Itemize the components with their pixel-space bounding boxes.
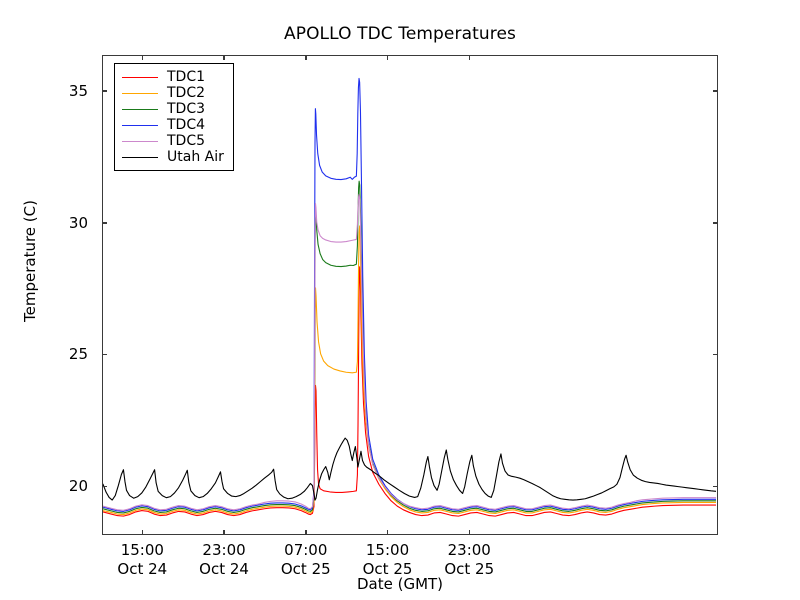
- x-axis-label: Date (GMT): [356, 575, 444, 593]
- x-tick-label-time: 07:00: [284, 541, 328, 559]
- y-tick-mark: [102, 353, 107, 356]
- x-tick-label: 15:00 Oct 24: [82, 541, 202, 579]
- legend-label: TDC4: [167, 117, 206, 133]
- legend-item-tdc5[interactable]: TDC5: [122, 133, 224, 149]
- legend-item-tdc3[interactable]: TDC3: [122, 101, 224, 117]
- x-tick-label: 15:00 Oct 25: [328, 541, 448, 579]
- y-tick-mark-right: [713, 353, 718, 356]
- legend-label: TDC2: [167, 85, 206, 101]
- x-tick-label: 23:00 Oct 25: [409, 541, 529, 579]
- legend-swatch: [122, 76, 158, 78]
- x-tick-mark: [305, 530, 307, 535]
- series-line-utah-air: [103, 437, 716, 501]
- legend-swatch: [122, 156, 158, 158]
- legend-swatch: [122, 108, 158, 110]
- y-tick-label: 20: [68, 477, 88, 496]
- x-tick-mark: [141, 530, 144, 535]
- legend-label: TDC1: [167, 69, 206, 85]
- x-tick-label: 07:00 Oct 25: [246, 541, 366, 579]
- series-line-tdc2: [103, 225, 716, 516]
- legend-label: TDC5: [167, 133, 206, 149]
- chart-title: APOLLO TDC Temperatures: [284, 24, 516, 44]
- x-tick-label-time: 23:00: [447, 541, 491, 559]
- chart-legend: TDC1 TDC2 TDC3 TDC4 TDC5 Utah Air: [114, 63, 234, 171]
- series-line-tdc1: [103, 266, 716, 517]
- x-tick-label-date: Oct 25: [280, 560, 331, 578]
- y-tick-mark: [102, 485, 107, 488]
- y-tick-mark: [102, 222, 107, 224]
- x-tick-mark-top: [386, 55, 389, 60]
- x-tick-mark: [223, 530, 225, 535]
- legend-item-tdc1[interactable]: TDC1: [122, 69, 224, 85]
- x-tick-label-date: Oct 25: [444, 560, 495, 578]
- legend-item-tdc4[interactable]: TDC4: [122, 117, 224, 133]
- legend-item-tdc2[interactable]: TDC2: [122, 85, 224, 101]
- legend-label: TDC3: [167, 101, 206, 117]
- legend-swatch: [122, 124, 158, 126]
- legend-item-utah-air[interactable]: Utah Air: [122, 149, 224, 165]
- x-tick-mark-top: [223, 55, 225, 60]
- y-tick-label: 30: [68, 213, 88, 232]
- x-tick-mark: [386, 530, 389, 535]
- x-tick-label-date: Oct 24: [117, 560, 168, 578]
- legend-swatch: [122, 140, 158, 142]
- x-tick-mark-top: [141, 55, 144, 60]
- y-tick-mark-right: [713, 90, 718, 92]
- x-tick-label-date: Oct 24: [199, 560, 249, 578]
- legend-swatch: [122, 92, 158, 94]
- y-tick-label: 25: [68, 345, 88, 364]
- y-tick-mark: [102, 90, 107, 92]
- x-tick-label-date: Oct 25: [362, 560, 413, 578]
- y-tick-mark-right: [713, 485, 718, 488]
- x-tick-mark-top: [305, 55, 307, 60]
- x-tick-mark: [468, 530, 470, 535]
- series-line-tdc5: [103, 193, 716, 511]
- x-tick-label-time: 15:00: [120, 541, 164, 559]
- y-tick-label: 35: [68, 81, 88, 100]
- x-tick-label-time: 23:00: [202, 541, 246, 559]
- y-axis-label: Temperature (C): [21, 200, 39, 322]
- x-tick-label-time: 15:00: [365, 541, 410, 559]
- x-tick-mark-top: [468, 55, 470, 60]
- series-line-tdc4: [103, 77, 716, 512]
- y-tick-mark-right: [713, 222, 718, 224]
- x-tick-label: 23:00 Oct 24: [164, 541, 284, 579]
- legend-label: Utah Air: [167, 149, 224, 165]
- series-lines: [103, 77, 716, 517]
